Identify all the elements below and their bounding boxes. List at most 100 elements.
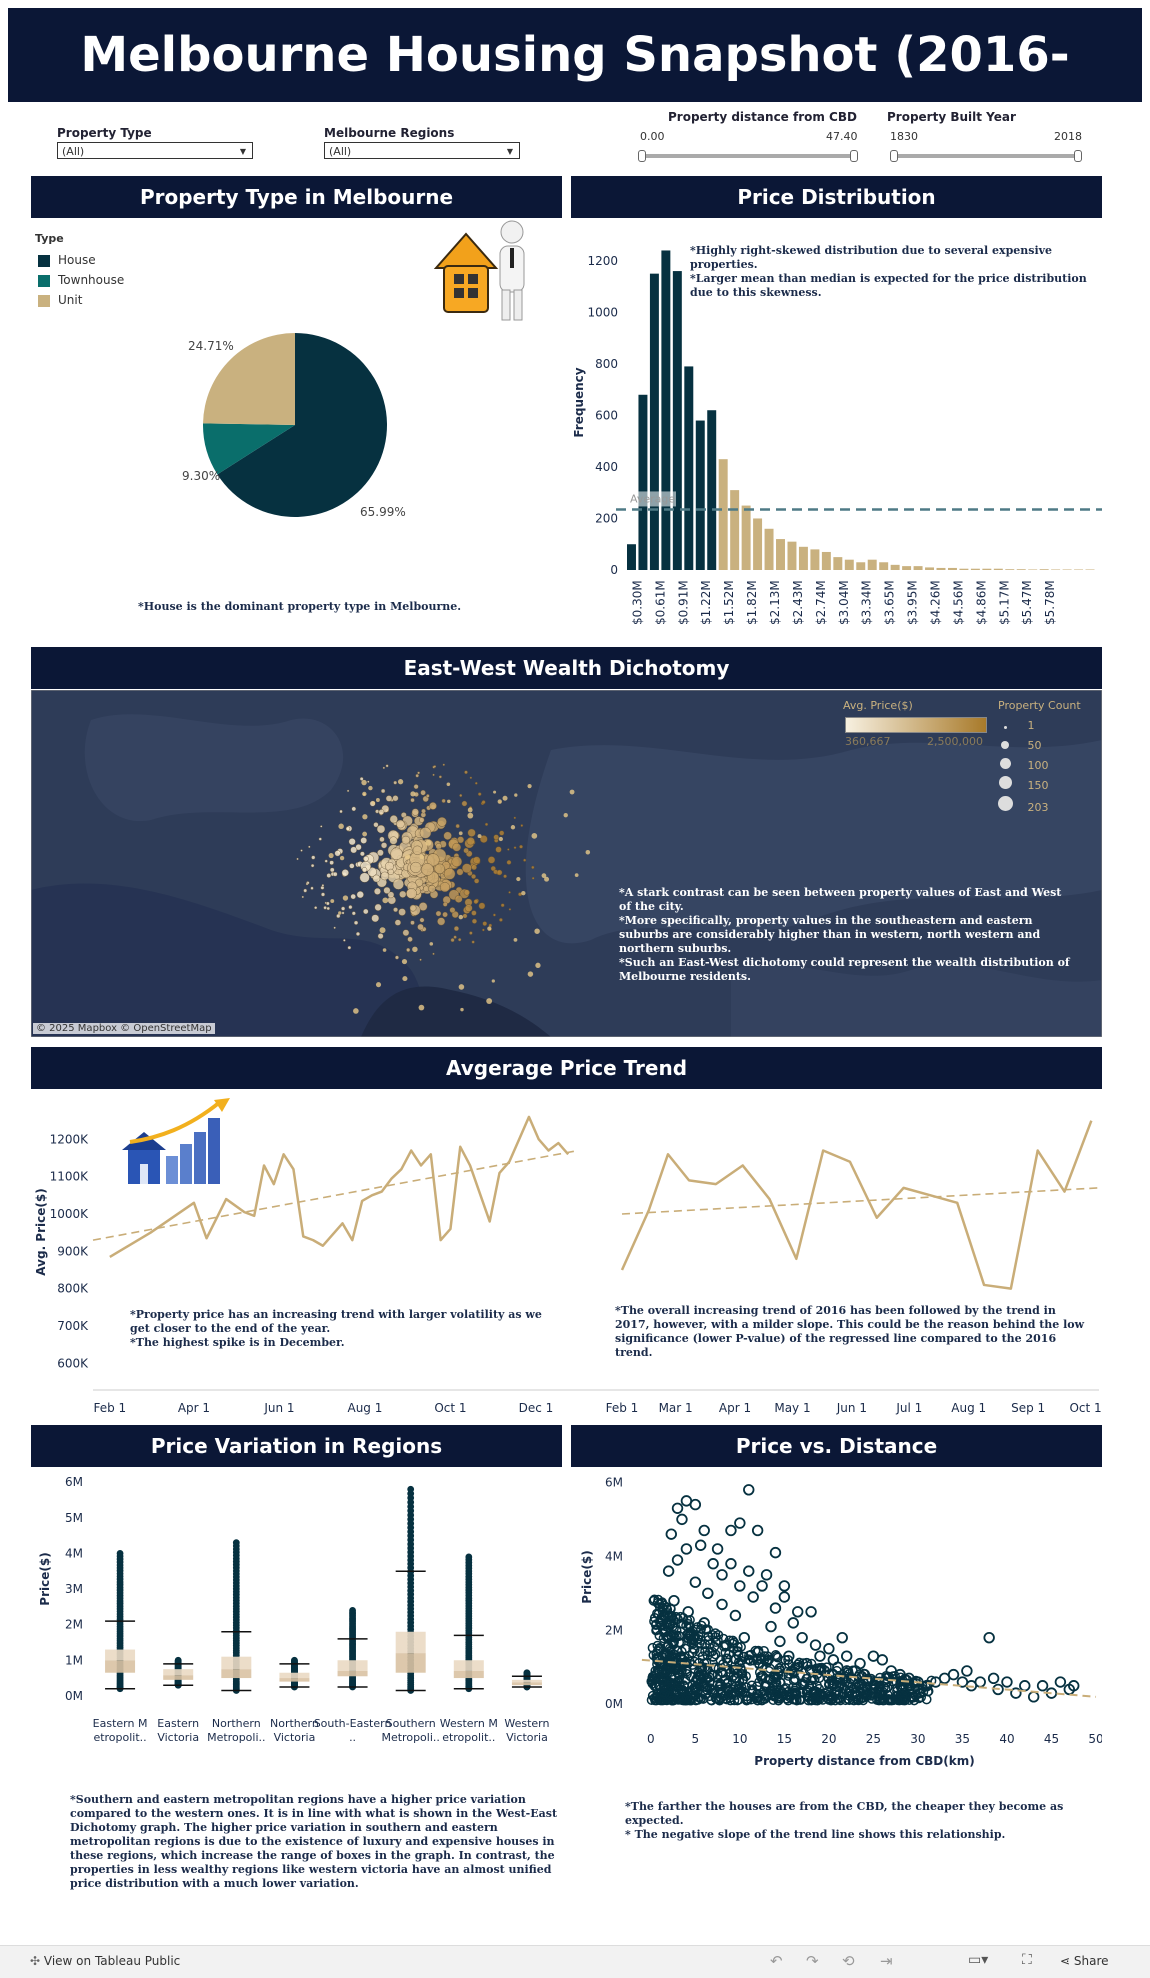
map-property-dot [362, 831, 368, 837]
map-property-dot [425, 794, 430, 798]
share-button[interactable]: ⋖ Share [1060, 1954, 1109, 1968]
hist-bar [925, 567, 935, 570]
legend-item-house[interactable]: House [38, 250, 124, 270]
hist-bar [672, 271, 682, 570]
map-property-dot [421, 808, 426, 814]
view-on-tableau-label: View on Tableau Public [43, 1954, 181, 1968]
variation-note: *Southern and eastern metropolitan regio… [70, 1793, 558, 1890]
scatter-point [689, 1656, 700, 1667]
fullscreen-icon[interactable]: ⛶ [1022, 1952, 1032, 1968]
scatter-point [808, 1686, 819, 1697]
distance-slider-track[interactable] [642, 154, 856, 158]
scatter-point [673, 1675, 684, 1686]
tableau-logo-icon: ✣ [30, 1954, 41, 1968]
map-property-dot [402, 976, 408, 982]
map-property-dot [347, 945, 352, 950]
map-property-dot [419, 817, 425, 823]
scatter-point [665, 1528, 677, 1540]
map-property-dot [493, 790, 497, 794]
box-y-tick: 3M [65, 1582, 83, 1596]
built-year-slider-max-handle[interactable] [1074, 150, 1082, 162]
undo-icon[interactable]: ↶ [770, 1952, 783, 1970]
scatter-point [725, 1524, 737, 1537]
scatter-point [739, 1651, 750, 1662]
map-property-dot [487, 856, 496, 864]
scatter-point [774, 1635, 786, 1648]
scatter-point [651, 1625, 662, 1636]
distance-slider-max-handle[interactable] [850, 150, 858, 162]
box-upper [105, 1649, 136, 1661]
built-year-slider-min-handle[interactable] [890, 150, 898, 162]
present-icon[interactable]: ▭▾ [968, 1952, 989, 1968]
dashboard-title: Melbourne Housing Snapshot (2016-2017) [8, 8, 1142, 177]
map-property-dot [442, 911, 448, 918]
pie-label-house: 65.99% [360, 505, 406, 519]
hist-x-tick: $3.04M [837, 580, 851, 625]
map-property-dot [463, 889, 470, 896]
scatter-point [668, 1594, 680, 1607]
box-category-label: Northern [212, 1717, 261, 1730]
scatter-point [654, 1602, 665, 1613]
map-property-dot [503, 874, 507, 879]
map-property-dot [379, 927, 386, 934]
map-property-dot [467, 812, 474, 819]
count-legend-label: 50 [1027, 739, 1042, 752]
map-property-dot [355, 931, 361, 936]
map-property-dot [326, 906, 330, 911]
view-on-tableau-link[interactable]: ✣ View on Tableau Public [30, 1954, 180, 1968]
scatter-point [1036, 1680, 1049, 1692]
scatter-point [707, 1670, 718, 1681]
trend-line-2016 [109, 1115, 570, 1259]
scatter-point [741, 1695, 752, 1706]
scatter-point [754, 1690, 764, 1701]
scatter-point [1068, 1680, 1080, 1692]
pause-icon[interactable]: ⇥ [880, 1952, 893, 1970]
map-property-dot [371, 801, 376, 805]
trend-2016-note-line-2: *The highest spike is in December. [130, 1336, 345, 1349]
wealth-map[interactable] [31, 690, 1102, 1037]
price-trend-chart: 600K 700K 800K 900K 1000K 1100K 1200K Avg. Pric… [34, 1115, 1102, 1415]
scatter-point [983, 1631, 995, 1644]
scatter-x-tick: 25 [866, 1732, 881, 1746]
scatter-point [822, 1686, 833, 1697]
map-property-dot [415, 878, 424, 887]
map-property-dot [415, 773, 419, 778]
hist-bar [1028, 569, 1038, 570]
map-property-dot [353, 1008, 359, 1014]
property-type-dropdown[interactable]: (All) ▼ [57, 142, 253, 159]
regions-dropdown[interactable]: (All) ▼ [324, 142, 520, 159]
map-property-dot [351, 911, 356, 916]
distance-slider-min-handle[interactable] [638, 150, 646, 162]
revert-icon[interactable]: ⟲ [842, 1952, 855, 1970]
scatter-x-tick: 30 [910, 1732, 925, 1746]
trend-y-tick: 1000K [50, 1207, 90, 1221]
distance-slider-max: 47.40 [826, 130, 858, 143]
map-property-dot [368, 785, 373, 791]
redo-icon[interactable]: ↷ [806, 1952, 819, 1970]
map-price-gradient [845, 717, 987, 733]
scatter-point [666, 1612, 677, 1623]
map-property-dot [451, 856, 463, 867]
scatter-point [808, 1692, 819, 1703]
map-property-dot [310, 886, 314, 890]
map-property-dot [458, 831, 463, 836]
map-property-dot [569, 789, 575, 795]
hist-bar [695, 420, 705, 570]
scatter-point [1001, 1676, 1013, 1688]
built-year-slider-track[interactable] [894, 154, 1080, 158]
map-property-dot [341, 911, 345, 915]
map-attribution[interactable]: © 2025 Mapbox © OpenStreetMap [33, 1023, 215, 1034]
legend-item-townhouse[interactable]: Townhouse [38, 270, 124, 290]
box-category-label: Metropoli.. [207, 1731, 265, 1744]
scatter-point [664, 1690, 675, 1701]
map-property-dot [359, 777, 364, 781]
scatter-point [707, 1558, 719, 1570]
map-property-dot [362, 791, 367, 797]
scatter-x-tick: 45 [1044, 1732, 1059, 1746]
map-property-dot [473, 899, 479, 904]
scatter-point [734, 1517, 746, 1529]
legend-item-unit[interactable]: Unit [38, 290, 124, 310]
hist-x-tick: $0.30M [630, 580, 644, 625]
legend-swatch-house [38, 254, 50, 267]
scatter-point [655, 1613, 668, 1625]
